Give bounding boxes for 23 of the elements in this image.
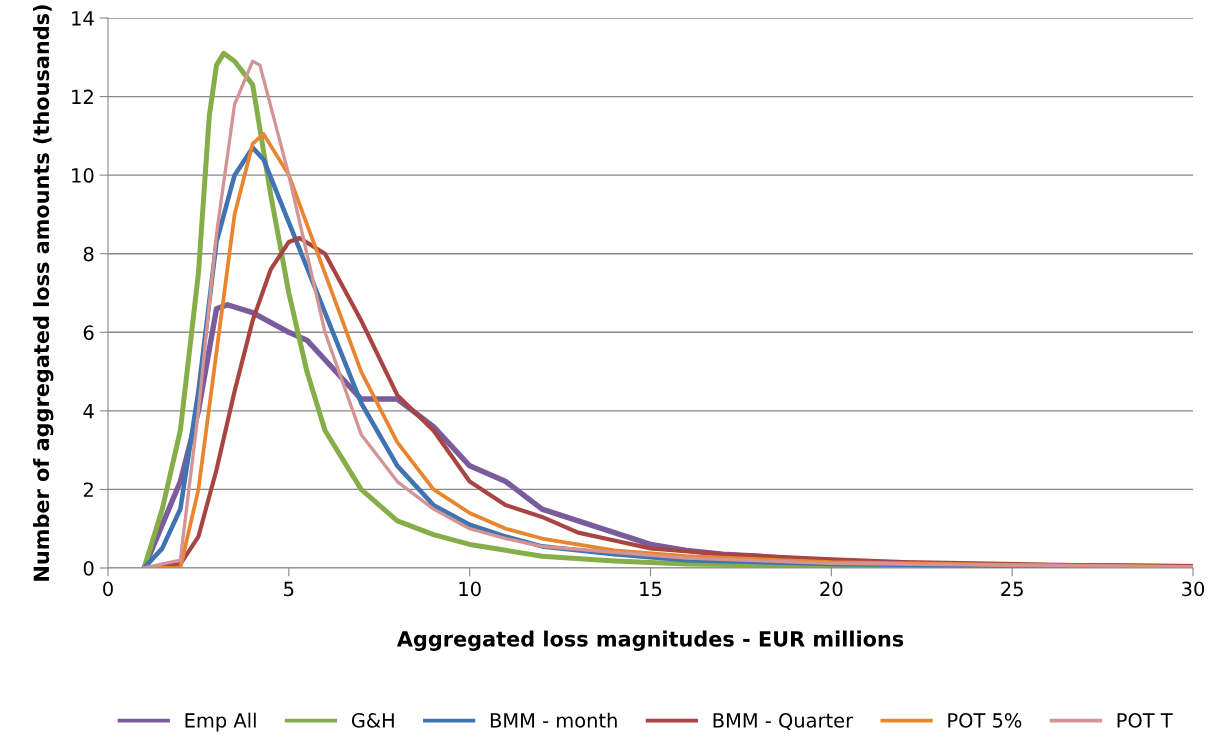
y-tick-label: 14 bbox=[72, 11, 94, 26]
x-tick-label: 25 bbox=[1001, 581, 1023, 597]
legend-label: POT 5% bbox=[948, 713, 1022, 728]
y-tick-label: 0 bbox=[83, 560, 94, 576]
x-tick-label: 10 bbox=[459, 581, 481, 597]
x-tick-label: 15 bbox=[640, 581, 662, 597]
y-axis-title: Number of aggregated loss amounts (thousands) bbox=[33, 5, 54, 581]
y-tick-label: 12 bbox=[72, 89, 93, 104]
legend-label: Emp All bbox=[185, 712, 256, 732]
legend-label: G&H bbox=[351, 713, 394, 728]
y-tick-label: 10 bbox=[72, 168, 94, 183]
x-tick-label: 0 bbox=[103, 581, 113, 597]
y-tick-label: 2 bbox=[83, 482, 93, 497]
y-tick-label: 4 bbox=[83, 404, 94, 419]
x-tick-label: 30 bbox=[1182, 581, 1205, 597]
x-tick-label: 5 bbox=[284, 581, 294, 597]
x-axis-title: Aggregated loss magnitudes - EUR millions bbox=[396, 630, 904, 651]
y-tick-label: 6 bbox=[83, 325, 94, 340]
y-tick-label: 8 bbox=[83, 246, 94, 262]
legend-label: BMM - month bbox=[490, 712, 617, 728]
x-tick-label: 20 bbox=[820, 581, 843, 597]
legend-label: POT T bbox=[1117, 713, 1173, 728]
legend-label: BMM - Quarter bbox=[713, 713, 854, 730]
